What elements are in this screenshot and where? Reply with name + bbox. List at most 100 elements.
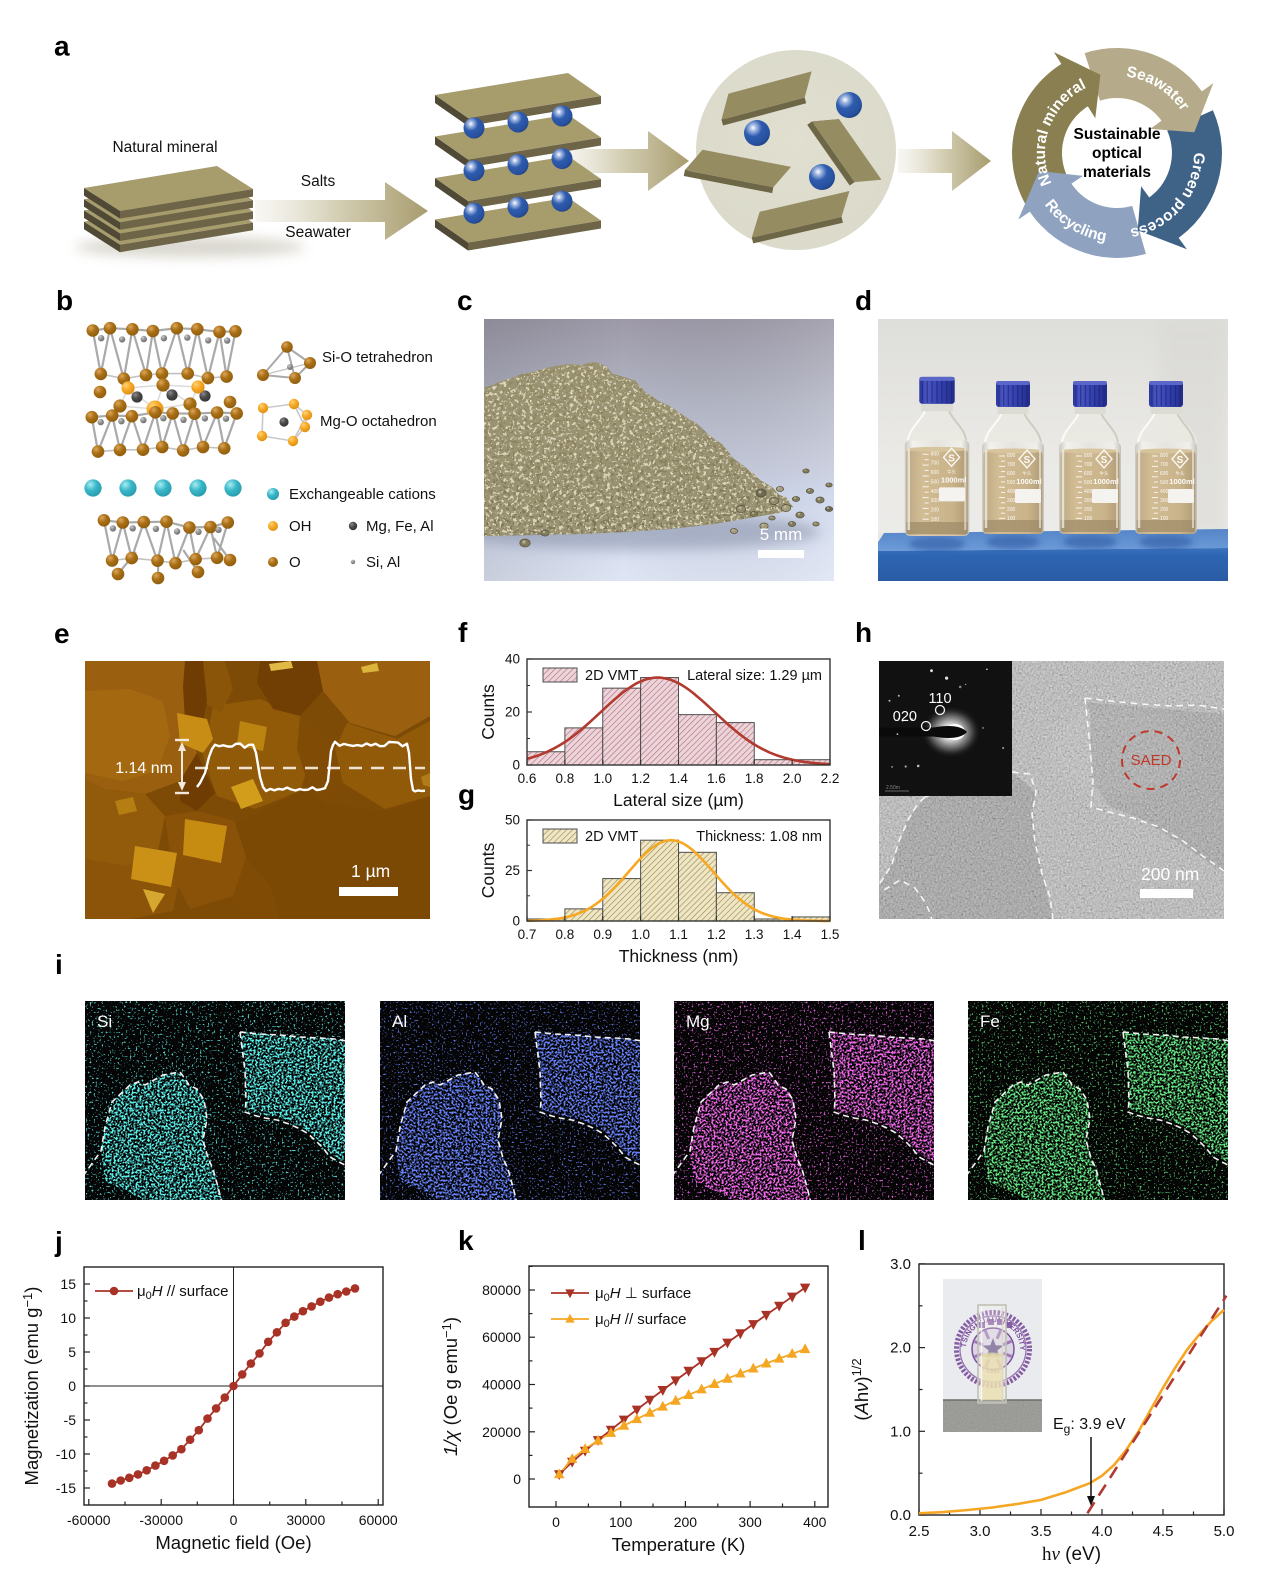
svg-text:Natural mineral: Natural mineral <box>112 139 217 156</box>
svg-text:materials: materials <box>1083 164 1151 181</box>
svg-text:-60000: -60000 <box>67 1512 111 1528</box>
svg-text:-10: -10 <box>56 1446 76 1462</box>
svg-text:700: 700 <box>931 461 940 467</box>
svg-text:1000ml: 1000ml <box>941 475 966 484</box>
svg-text:0: 0 <box>230 1512 238 1528</box>
svg-text:1.0: 1.0 <box>890 1423 911 1440</box>
svg-text:μ0H // surface: μ0H // surface <box>137 1283 228 1302</box>
svg-text:110: 110 <box>928 691 951 707</box>
svg-text:1.3: 1.3 <box>745 927 764 942</box>
svg-text:1.2: 1.2 <box>707 927 726 942</box>
svg-text:Si-O tetrahedron: Si-O tetrahedron <box>322 349 433 366</box>
svg-text:1000ml: 1000ml <box>1169 477 1194 486</box>
svg-text:200: 200 <box>1160 507 1169 513</box>
svg-text:Mg: Mg <box>686 1012 710 1031</box>
svg-text:300: 300 <box>1007 498 1016 504</box>
svg-text:700: 700 <box>1160 462 1169 468</box>
svg-text:1000ml: 1000ml <box>1093 477 1118 486</box>
svg-text:e: e <box>54 618 70 649</box>
svg-text:牛头: 牛头 <box>1023 470 1032 477</box>
svg-text:1.1: 1.1 <box>669 927 688 942</box>
svg-text:3.0: 3.0 <box>890 1256 911 1273</box>
svg-text:600: 600 <box>931 470 940 476</box>
svg-text:optical: optical <box>1092 145 1142 162</box>
svg-text:S: S <box>1177 455 1184 466</box>
svg-text:600: 600 <box>1007 471 1016 477</box>
svg-text:O: O <box>289 554 301 571</box>
svg-text:Lateral size (µm): Lateral size (µm) <box>613 790 744 810</box>
svg-text:1/χ (Oe g emu−1): 1/χ (Oe g emu−1) <box>439 1317 461 1456</box>
svg-text:g: g <box>458 779 475 810</box>
svg-text:020: 020 <box>893 709 917 725</box>
svg-text:700: 700 <box>1084 462 1093 468</box>
svg-text:200: 200 <box>1084 507 1093 513</box>
svg-text:Eg: 3.9 eV: Eg: 3.9 eV <box>1053 1416 1126 1436</box>
svg-text:Temperature (K): Temperature (K) <box>612 1534 746 1555</box>
svg-text:0.8: 0.8 <box>556 771 575 786</box>
svg-text:S: S <box>1101 455 1108 466</box>
svg-text:-30000: -30000 <box>139 1512 183 1528</box>
svg-text:500: 500 <box>1007 480 1016 486</box>
svg-text:2.2: 2.2 <box>821 771 840 786</box>
svg-text:Sustainable: Sustainable <box>1074 126 1161 143</box>
svg-text:40000: 40000 <box>482 1377 521 1393</box>
svg-text:3.0: 3.0 <box>970 1523 991 1540</box>
svg-text:2.0: 2.0 <box>783 771 802 786</box>
svg-text:0.7: 0.7 <box>518 927 537 942</box>
svg-text:1.0: 1.0 <box>593 771 612 786</box>
svg-text:10: 10 <box>60 1310 76 1326</box>
svg-text:S: S <box>1024 455 1031 466</box>
svg-text:k: k <box>458 1225 474 1256</box>
svg-text:2.5: 2.5 <box>909 1523 930 1540</box>
svg-text:50: 50 <box>505 813 520 828</box>
svg-text:1.14 nm: 1.14 nm <box>115 760 173 777</box>
svg-text:2.0: 2.0 <box>890 1340 911 1357</box>
svg-text:500: 500 <box>931 479 940 485</box>
svg-text:300: 300 <box>738 1514 762 1530</box>
svg-text:0.9: 0.9 <box>593 927 612 942</box>
svg-text:OH: OH <box>289 518 312 535</box>
svg-text:0: 0 <box>512 914 520 929</box>
svg-text:400: 400 <box>803 1514 827 1530</box>
svg-text:100: 100 <box>1007 516 1016 522</box>
svg-text:200: 200 <box>674 1514 698 1530</box>
svg-text:300: 300 <box>931 498 940 504</box>
svg-text:l: l <box>858 1225 866 1256</box>
svg-text:Magnetization (emu g−1): Magnetization (emu g−1) <box>20 1287 42 1486</box>
svg-text:Thickness: 1.08 nm: Thickness: 1.08 nm <box>696 829 822 845</box>
svg-text:300: 300 <box>1084 498 1093 504</box>
svg-text:f: f <box>458 617 468 648</box>
svg-text:15: 15 <box>60 1276 76 1292</box>
svg-text:S: S <box>948 453 955 464</box>
svg-text:SAED: SAED <box>1131 752 1172 769</box>
svg-text:2D VMT: 2D VMT <box>585 829 638 845</box>
svg-text:200: 200 <box>931 508 940 514</box>
svg-text:0.0: 0.0 <box>890 1507 911 1524</box>
svg-text:牛头: 牛头 <box>1100 470 1109 477</box>
svg-text:400: 400 <box>1160 489 1169 495</box>
svg-text:Fe: Fe <box>980 1012 1000 1031</box>
svg-text:60000: 60000 <box>482 1329 521 1345</box>
svg-text:80000: 80000 <box>482 1282 521 1298</box>
svg-text:400: 400 <box>931 489 940 495</box>
svg-text:Mg, Fe, Al: Mg, Fe, Al <box>366 518 434 535</box>
svg-text:4.5: 4.5 <box>1153 1523 1174 1540</box>
svg-text:μ0H ⊥ surface: μ0H ⊥ surface <box>595 1285 691 1304</box>
svg-text:20000: 20000 <box>482 1424 521 1440</box>
svg-text:牛头: 牛头 <box>1176 470 1185 477</box>
svg-text:30000: 30000 <box>286 1512 325 1528</box>
svg-text:0.8: 0.8 <box>556 927 575 942</box>
svg-text:40: 40 <box>505 652 520 667</box>
svg-text:Si: Si <box>97 1012 112 1031</box>
svg-text:400: 400 <box>1007 489 1016 495</box>
svg-text:b: b <box>56 285 73 316</box>
svg-text:c: c <box>457 285 473 316</box>
svg-text:μ0H // surface: μ0H // surface <box>595 1311 686 1330</box>
svg-text:5: 5 <box>68 1344 76 1360</box>
svg-text:1.4: 1.4 <box>669 771 688 786</box>
svg-text:500: 500 <box>1084 480 1093 486</box>
svg-text:100: 100 <box>609 1514 633 1530</box>
svg-text:1 µm: 1 µm <box>351 861 390 881</box>
svg-text:-15: -15 <box>56 1480 76 1496</box>
svg-text:600: 600 <box>1160 471 1169 477</box>
